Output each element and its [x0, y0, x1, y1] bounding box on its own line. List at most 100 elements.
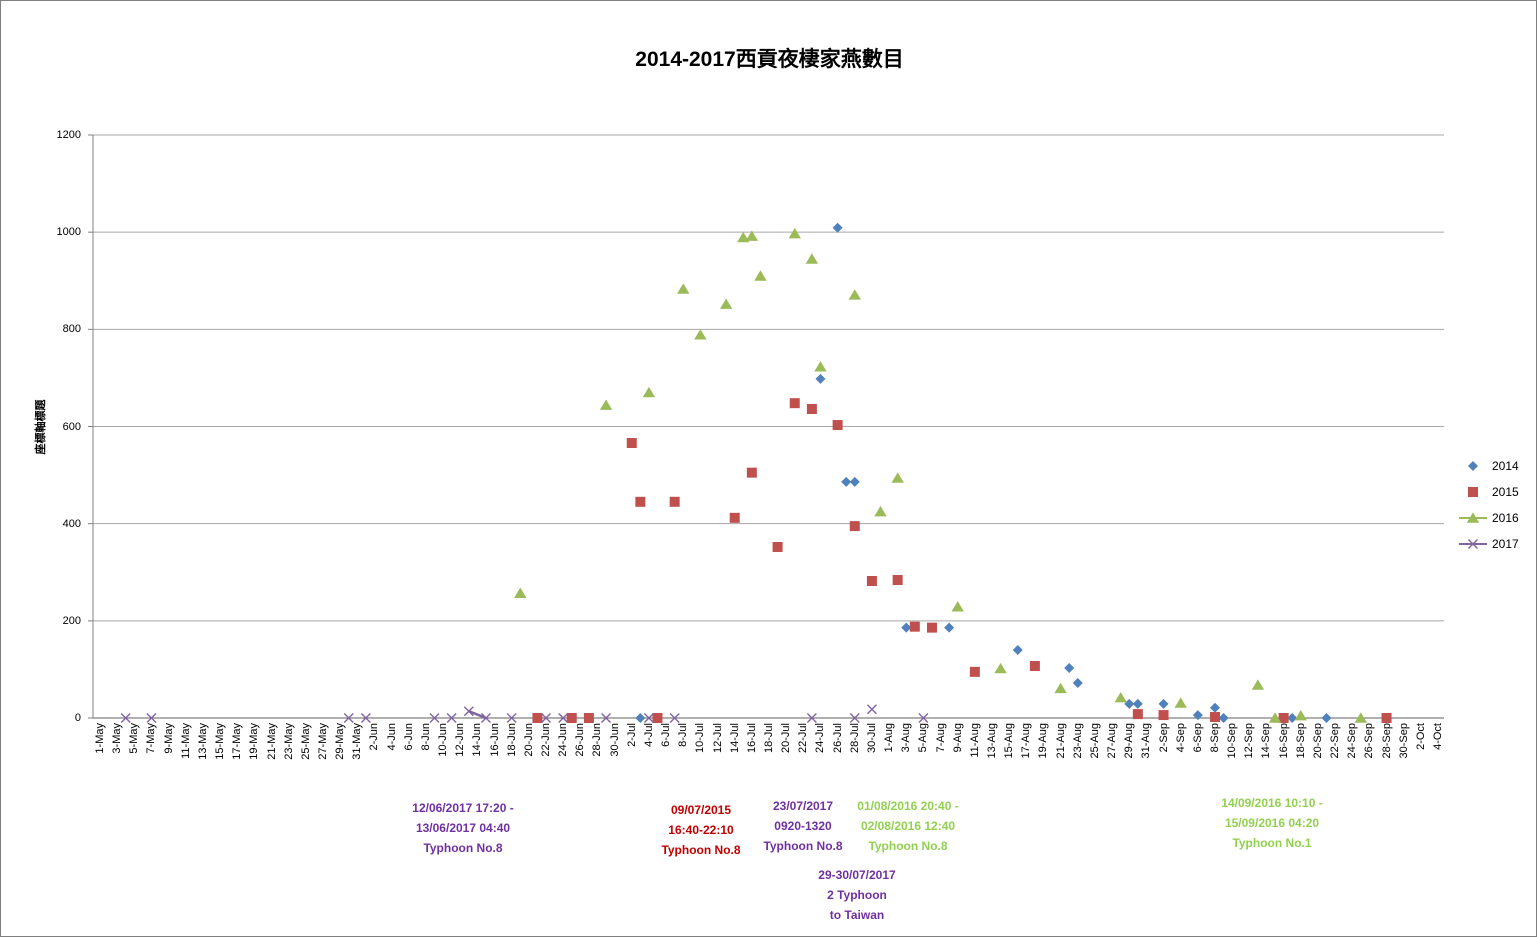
data-point-2016 [694, 329, 707, 340]
chart-title: 2014-2017西貢夜棲家燕數目 [635, 48, 904, 71]
x-tick-label: 16-Sep [1277, 723, 1290, 759]
y-tick-label: 1200 [56, 129, 81, 141]
x-tick-label: 14-Jun [471, 723, 484, 757]
data-point-2017 [918, 713, 929, 723]
data-point-2014 [901, 622, 912, 633]
x-tick-label: 1-Aug [883, 723, 896, 753]
y-tick-label: 400 [62, 517, 81, 530]
x-tick-label: 24-Jun [557, 723, 570, 757]
annotation-line: Typhoon No.8 [868, 839, 948, 853]
data-point-2016 [1268, 712, 1282, 723]
data-point-2015 [909, 621, 920, 632]
legend-marker [1466, 512, 1480, 523]
x-tick-label: 25-Aug [1088, 723, 1101, 759]
legend-marker [1468, 461, 1478, 471]
x-tick-label: 28-Jun [591, 723, 604, 757]
x-tick-label: 4-Jun [385, 723, 398, 751]
x-tick-label: 12-Sep [1243, 723, 1256, 759]
data-point-2016 [951, 601, 964, 612]
data-point-2017 [669, 713, 680, 723]
typhoon-annotation-4: 01/08/2016 20:40 - 02/08/2016 12:40 Typhoo… [783, 796, 1033, 856]
annotation-line: 23/07/2017 [772, 799, 834, 813]
data-point-2015 [566, 713, 577, 723]
data-point-2017 [429, 713, 440, 723]
x-tick-label: 26-Sep [1363, 723, 1376, 759]
x-tick-label: 20-Sep [1311, 723, 1324, 759]
x-tick-label: 25-May [299, 723, 312, 760]
x-tick-label: 31-Aug [1140, 723, 1153, 759]
data-point-2015 [746, 467, 757, 478]
data-point-2016 [874, 505, 887, 517]
x-tick-label: 29-May [334, 723, 347, 760]
annotation-line: 01/08/2016 20:40 - [857, 799, 959, 813]
x-tick-label: 7-Aug [934, 723, 947, 753]
x-tick-label: 6-Jun [402, 723, 415, 751]
x-tick-label: 11-May [179, 723, 192, 759]
x-tick-label: 4-Jul [642, 723, 655, 747]
annotation-line: Typhoon No.8 [661, 843, 741, 857]
data-point-2015 [1158, 710, 1169, 721]
y-tick-label: 800 [62, 323, 81, 336]
data-point-2017 [601, 713, 612, 723]
legend-label: 2017 [1492, 537, 1519, 551]
data-point-2015 [1210, 712, 1221, 723]
annotation-line: 02/08/2016 12:40 [860, 819, 956, 833]
legend-item-2016: 2016 [1459, 505, 1536, 531]
x-tick-label: 14-Jul [728, 723, 741, 753]
data-point-2015 [866, 575, 877, 586]
x-tick-label: 29-Aug [1123, 723, 1136, 759]
legend-item-2015: 2015 [1459, 479, 1536, 505]
x-tick-label: 9-Aug [951, 723, 964, 753]
x-tick-label: 27-Aug [1106, 723, 1119, 759]
legend-marker-triangle-icon [1459, 512, 1487, 523]
annotation-line: Typhoon No.1 [1232, 836, 1312, 850]
data-point-2015 [652, 713, 663, 723]
annotation-line: Typhoon No.8 [763, 839, 843, 853]
data-point-2015 [806, 404, 817, 415]
data-point-2014 [849, 476, 860, 487]
data-point-2017 [806, 713, 817, 723]
data-point-2017 [360, 713, 371, 723]
data-point-2017 [541, 713, 551, 723]
data-point-2016 [994, 662, 1007, 674]
x-tick-label: 24-Sep [1346, 723, 1359, 759]
data-point-2016 [1294, 709, 1307, 721]
x-tick-label: 4-Oct [1432, 723, 1444, 750]
x-tick-label: 2-Sep [1157, 723, 1170, 753]
data-point-2015 [969, 666, 980, 677]
data-point-2016 [1114, 691, 1127, 703]
data-point-2017 [558, 713, 569, 723]
legend-marker-diamond-icon [1468, 461, 1478, 471]
x-tick-label: 10-Jul [694, 723, 707, 753]
data-point-2017 [343, 713, 354, 723]
data-point-2017 [146, 713, 157, 723]
annotation-line: 12/06/2017 17:20 - [412, 801, 514, 815]
data-point-2016 [1174, 697, 1187, 708]
legend-marker [1468, 487, 1478, 497]
data-point-2014 [1192, 710, 1203, 721]
typhoon-annotation-6: 14/09/2016 10:10 - 15/09/2016 04:20 Typhoo… [1147, 793, 1397, 853]
data-point-2014 [841, 476, 852, 487]
data-point-2014 [1064, 662, 1075, 673]
x-tick-label: 31-May [351, 723, 364, 760]
x-tick-label: 16-Jul [745, 723, 758, 753]
data-point-2016 [1251, 679, 1265, 690]
data-point-2015 [1381, 713, 1392, 723]
legend-label: 2015 [1492, 485, 1519, 499]
x-tick-label: 23-May [282, 723, 295, 760]
x-tick-label: 12-Jun [454, 723, 467, 757]
data-point-2016 [805, 253, 819, 264]
data-point-2015 [789, 398, 800, 409]
data-point-2015 [729, 512, 740, 523]
x-tick-label: 20-Jul [780, 723, 793, 753]
data-point-2016 [754, 270, 767, 281]
x-tick-label: 4-Sep [1174, 723, 1187, 753]
x-tick-label: 26-Jun [574, 723, 587, 757]
data-point-2017 [120, 713, 131, 723]
x-tick-label: 18-Jul [763, 723, 775, 753]
x-tick-label: 26-Jul [831, 723, 844, 753]
x-tick-label: 20-Jun [522, 723, 535, 757]
series-2017-line [468, 710, 487, 720]
data-point-2015 [1132, 709, 1143, 720]
data-point-2015 [532, 713, 543, 723]
